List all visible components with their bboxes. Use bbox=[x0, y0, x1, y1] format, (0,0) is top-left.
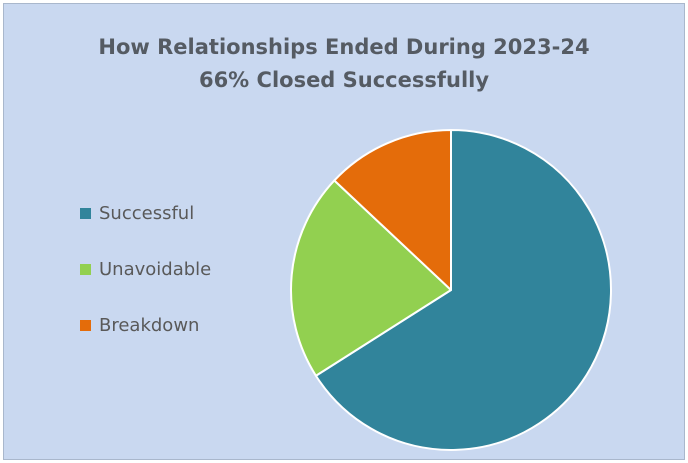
chart-subtitle: 66% Closed Successfully bbox=[198, 68, 490, 92]
legend-swatch-successful bbox=[80, 208, 91, 219]
pie-chart bbox=[290, 129, 612, 451]
chart-title: How Relationships Ended During 2023-24 bbox=[98, 35, 590, 59]
legend-item-unavoidable: Unavoidable bbox=[80, 254, 290, 310]
legend-swatch-breakdown bbox=[80, 320, 91, 331]
chart-title-block: How Relationships Ended During 2023-24 6… bbox=[4, 31, 684, 97]
pie-slice-unavoidable bbox=[290, 179, 452, 377]
legend-label-unavoidable: Unavoidable bbox=[99, 259, 212, 280]
chart-frame: How Relationships Ended During 2023-24 6… bbox=[3, 3, 685, 460]
legend-label-breakdown: Breakdown bbox=[99, 315, 200, 336]
chart-legend: Successful Unavoidable Breakdown bbox=[80, 198, 290, 366]
legend-swatch-unavoidable bbox=[80, 264, 91, 275]
pie-slice-successful bbox=[314, 129, 612, 451]
legend-item-successful: Successful bbox=[80, 198, 290, 254]
pie-slices bbox=[290, 129, 612, 451]
pie-slice-breakdown bbox=[333, 129, 452, 291]
legend-item-breakdown: Breakdown bbox=[80, 310, 290, 366]
legend-label-successful: Successful bbox=[99, 203, 195, 224]
